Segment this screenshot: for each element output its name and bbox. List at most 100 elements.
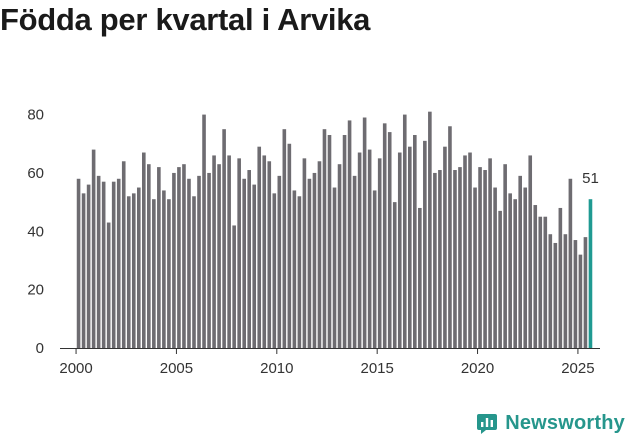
y-tick-label: 80 — [27, 107, 44, 124]
y-tick-label: 60 — [27, 165, 44, 182]
bar — [317, 161, 322, 348]
bar — [443, 146, 447, 348]
bar — [528, 155, 533, 348]
bar — [157, 167, 161, 348]
bar — [172, 172, 176, 348]
bar — [382, 123, 387, 348]
bar — [423, 140, 427, 348]
bar — [448, 126, 452, 348]
bar — [162, 190, 166, 348]
bar — [227, 155, 231, 348]
bar — [548, 234, 553, 348]
bar — [76, 178, 81, 348]
bar — [182, 164, 186, 348]
bar — [282, 129, 287, 348]
bar — [578, 254, 583, 348]
bar — [136, 187, 141, 348]
bar — [106, 222, 111, 348]
bar — [563, 234, 568, 348]
bar — [478, 167, 482, 348]
bar — [553, 242, 558, 348]
bar — [212, 155, 216, 348]
brand-name: Newsworthy — [505, 411, 625, 434]
bar — [402, 114, 407, 348]
bar — [147, 164, 151, 348]
y-tick-label: 20 — [27, 282, 44, 299]
bar — [217, 164, 221, 348]
bar — [322, 129, 327, 348]
bar — [131, 193, 136, 348]
bar — [292, 190, 297, 348]
bar — [297, 196, 302, 348]
bar — [257, 146, 262, 348]
bar — [252, 184, 257, 348]
bar — [468, 152, 472, 348]
bar — [518, 175, 523, 348]
y-tick-label: 0 — [36, 340, 44, 357]
bar — [433, 172, 437, 348]
bar — [177, 167, 181, 348]
bar — [287, 143, 292, 348]
bar — [327, 135, 332, 348]
bar — [543, 216, 548, 348]
y-axis: 0 20 40 60 80 — [27, 107, 44, 357]
bar — [342, 135, 347, 348]
bar — [367, 149, 372, 348]
brand-logo: Newsworthy — [475, 411, 625, 435]
bar — [428, 111, 432, 348]
bar — [352, 175, 357, 348]
bar — [267, 161, 272, 348]
bar — [142, 152, 146, 348]
bar — [362, 117, 367, 348]
x-tick-label: 2005 — [160, 360, 193, 377]
bar — [337, 164, 342, 348]
bar — [101, 181, 106, 348]
bar — [508, 193, 512, 348]
bar — [116, 178, 121, 348]
bar — [392, 202, 397, 348]
bar — [583, 237, 588, 348]
bar — [86, 184, 91, 348]
bar — [81, 193, 86, 348]
newsworthy-logo-icon — [477, 414, 498, 434]
bar — [568, 178, 573, 348]
bar — [187, 178, 191, 348]
x-tick-label: 2020 — [461, 360, 494, 377]
bar — [558, 207, 563, 348]
bar — [242, 178, 246, 348]
bar — [272, 193, 277, 348]
bar — [397, 152, 402, 348]
page-title: Födda per kvartal i Arvika — [0, 2, 371, 37]
x-tick-label: 2015 — [360, 360, 393, 377]
bar — [307, 178, 312, 348]
bar — [96, 175, 101, 348]
bar-series — [76, 111, 593, 348]
bar — [463, 155, 467, 348]
bar — [372, 190, 377, 348]
bar — [192, 196, 196, 348]
x-tick-label: 2010 — [260, 360, 293, 377]
bar — [277, 175, 282, 348]
bar — [197, 175, 201, 348]
bar — [232, 225, 236, 348]
bar — [523, 187, 528, 348]
bar-latest-quarter — [588, 199, 593, 348]
bar — [413, 135, 417, 348]
bar — [152, 199, 156, 348]
bar — [377, 158, 382, 348]
last-value-label: 51 — [582, 170, 599, 187]
bar — [533, 205, 538, 348]
bar — [538, 216, 543, 348]
x-tick-label: 2000 — [59, 360, 92, 377]
bar — [347, 120, 352, 348]
bar — [488, 158, 492, 348]
bar — [473, 187, 477, 348]
bar — [573, 240, 578, 348]
bar — [91, 149, 96, 348]
bar — [493, 187, 497, 348]
bar — [418, 207, 422, 348]
bar — [438, 170, 442, 348]
bar — [458, 167, 462, 348]
bar — [312, 172, 317, 348]
